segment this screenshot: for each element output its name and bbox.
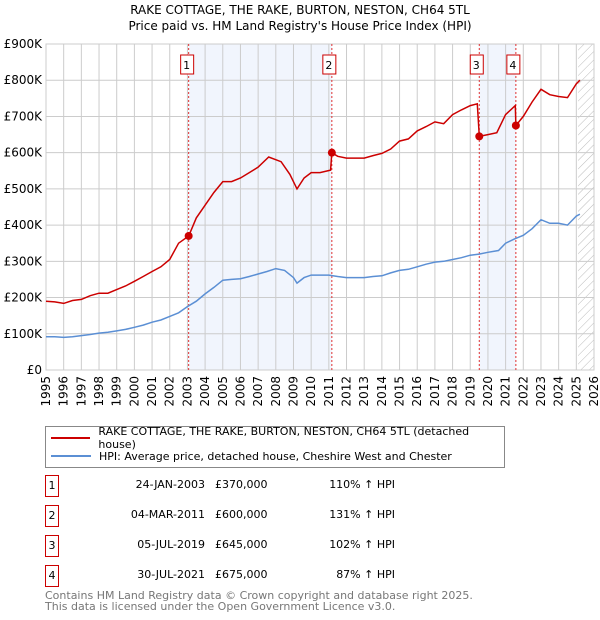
y-tick-label: £200K xyxy=(4,291,44,305)
sale-point xyxy=(475,132,484,141)
y-tick-label: £100K xyxy=(4,327,44,341)
y-tick-label: £0 xyxy=(27,363,42,377)
x-tick-label: 2022 xyxy=(516,376,530,407)
x-tick-label: 1995 xyxy=(39,376,53,407)
sale-point xyxy=(327,148,336,157)
shaded-range xyxy=(479,44,516,370)
x-tick-label: 2006 xyxy=(233,376,247,407)
x-tick-label: 2008 xyxy=(269,376,283,407)
sale-hpi-change: 102% ↑ HPI xyxy=(329,538,395,551)
future-hatch xyxy=(578,44,594,370)
sale-point xyxy=(511,121,520,130)
x-tick-label: 2020 xyxy=(481,376,495,407)
x-tick-label: 2025 xyxy=(569,376,583,407)
sale-price: £675,000 xyxy=(215,568,268,581)
x-tick-label: 2026 xyxy=(587,376,600,407)
x-tick-label: 1998 xyxy=(92,376,106,407)
x-tick-label: 2010 xyxy=(304,376,318,407)
y-tick-label: £500K xyxy=(4,182,44,196)
x-tick-label: 2018 xyxy=(446,376,460,407)
y-tick-label: £800K xyxy=(4,73,44,87)
x-tick-label: 2024 xyxy=(552,376,566,407)
x-tick-label: 2019 xyxy=(463,376,477,407)
x-tick-label: 2003 xyxy=(180,376,194,407)
legend-label: RAKE COTTAGE, THE RAKE, BURTON, NESTON, … xyxy=(98,425,470,451)
sale-marker-box: 3 xyxy=(45,535,59,557)
sale-price: £600,000 xyxy=(215,508,268,521)
sale-date: 24-JAN-2003 xyxy=(135,478,205,491)
x-tick-label: 2001 xyxy=(145,376,159,407)
series-line xyxy=(46,213,581,339)
sale-date: 30-JUL-2021 xyxy=(137,568,205,581)
shaded-range xyxy=(188,44,332,370)
footer-line2: This data is licensed under the Open Gov… xyxy=(45,600,396,613)
sale-label-box xyxy=(322,54,337,75)
chart-subtitle: Price paid vs. HM Land Registry's House … xyxy=(128,19,472,33)
sale-marker-box: 4 xyxy=(45,565,59,587)
x-tick-label: 2023 xyxy=(534,376,548,407)
y-tick-label: £900K xyxy=(4,37,44,51)
x-tick-label: 2004 xyxy=(198,376,212,407)
x-tick-label: 2007 xyxy=(251,376,265,407)
x-tick-label: 1997 xyxy=(74,376,88,407)
sale-point xyxy=(184,231,193,240)
x-tick-label: 1996 xyxy=(57,376,71,407)
sale-label-box xyxy=(469,54,484,75)
sale-hpi-change: 131% ↑ HPI xyxy=(329,508,395,521)
sale-date: 05-JUL-2019 xyxy=(137,538,205,551)
sale-label-box xyxy=(506,54,521,75)
legend-item-property: RAKE COTTAGE, THE RAKE, BURTON, NESTON, … xyxy=(46,425,504,451)
footer-line1: Contains HM Land Registry data © Crown c… xyxy=(45,589,473,602)
x-tick-label: 2016 xyxy=(410,376,424,407)
x-tick-label: 2012 xyxy=(340,376,354,407)
sale-price: £645,000 xyxy=(215,538,268,551)
footer: Contains HM Land Registry data © Crown c… xyxy=(45,590,473,612)
sale-label: 1 xyxy=(183,59,190,72)
y-tick-label: £400K xyxy=(4,218,44,232)
x-tick-label: 1999 xyxy=(110,376,124,407)
x-tick-label: 2002 xyxy=(163,376,177,407)
x-tick-label: 2009 xyxy=(286,376,300,407)
x-tick-label: 2021 xyxy=(499,376,513,407)
sale-hpi-change: 87% ↑ HPI xyxy=(336,568,395,581)
chart-title: RAKE COTTAGE, THE RAKE, BURTON, NESTON, … xyxy=(130,3,470,17)
sale-label: 4 xyxy=(509,59,516,72)
y-tick-label: £700K xyxy=(4,109,44,123)
y-tick-label: £300K xyxy=(4,254,44,268)
plot-area: 1995 1996 1997 1998 1999 2000 2001 2002 2003 2004… xyxy=(4,37,600,407)
legend-item-hpi: HPI: Average price, detached house, Ches… xyxy=(46,447,452,465)
sale-hpi-change: 110% ↑ HPI xyxy=(329,478,395,491)
sale-price: £370,000 xyxy=(215,478,268,491)
legend: RAKE COTTAGE, THE RAKE, BURTON, NESTON, … xyxy=(45,425,505,468)
x-tick-label: 2017 xyxy=(428,376,442,407)
x-tick-label: 2000 xyxy=(127,376,141,407)
sale-label-box xyxy=(180,54,195,75)
x-tick-label: 2015 xyxy=(393,376,407,407)
legend-swatch-red xyxy=(51,437,91,439)
x-tick-label: 2014 xyxy=(375,376,389,407)
legend-label: HPI: Average price, detached house, Ches… xyxy=(99,449,452,463)
sale-marker-box: 1 xyxy=(45,475,59,497)
sale-marker-box: 2 xyxy=(45,505,59,527)
legend-swatch-blue xyxy=(51,455,91,457)
x-tick-label: 2005 xyxy=(216,376,230,407)
sale-date: 04-MAR-2011 xyxy=(130,508,205,521)
sale-label: 2 xyxy=(325,59,332,72)
sale-row: 4 30-JUL-2021 £675,000 87% ↑ HPI xyxy=(45,565,445,587)
sale-row: 2 04-MAR-2011 £600,000 131% ↑ HPI xyxy=(45,505,445,527)
sale-label: 3 xyxy=(473,59,480,72)
sale-row: 1 24-JAN-2003 £370,000 110% ↑ HPI xyxy=(45,475,445,497)
plot-border xyxy=(45,43,595,371)
sale-row: 3 05-JUL-2019 £645,000 102% ↑ HPI xyxy=(45,535,445,557)
series-line xyxy=(45,79,581,305)
y-tick-label: £600K xyxy=(4,146,44,160)
x-tick-label: 2013 xyxy=(357,376,371,407)
x-tick-label: 2011 xyxy=(322,376,336,407)
